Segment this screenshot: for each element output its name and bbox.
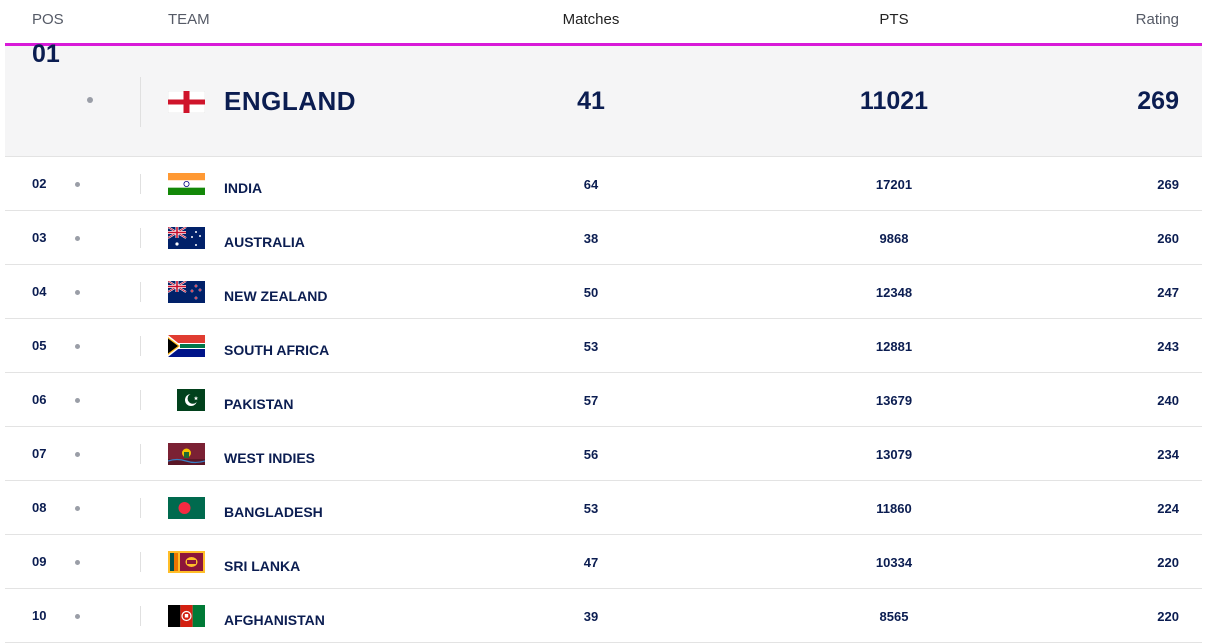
team-name[interactable]: INDIA: [224, 180, 263, 196]
rating-value: 234: [1157, 447, 1179, 462]
matches-value: 64: [583, 177, 599, 192]
rating-value: 269: [1157, 177, 1179, 192]
team-name[interactable]: SOUTH AFRICA: [224, 342, 330, 358]
rating-value: 260: [1157, 231, 1179, 246]
divider: [140, 390, 141, 410]
afghanistan-flag-icon: [168, 605, 205, 627]
matches-value: 47: [583, 555, 599, 570]
table-row[interactable]: 05 SOUTH AFRICA 53 12881 243: [5, 319, 1202, 373]
england-flag-icon: [168, 91, 205, 113]
divider: [140, 77, 141, 127]
points-value: 13679: [875, 393, 913, 408]
matches-value: 57: [583, 393, 599, 408]
new-zealand-flag-icon: [168, 281, 205, 303]
status-dot: [75, 614, 80, 619]
divider: [140, 606, 141, 626]
points-value: 12881: [875, 339, 913, 354]
table-row[interactable]: 01 ENGLAND 41 11021 269: [5, 40, 1202, 157]
table-row[interactable]: 10 AFGHANISTAN 39 8565 220: [5, 589, 1202, 643]
table-row[interactable]: 06 PAKISTAN 57 13679 240: [5, 373, 1202, 427]
team-name[interactable]: BANGLADESH: [224, 504, 323, 520]
position: 01: [32, 40, 60, 68]
status-dot: [75, 560, 80, 565]
table-row[interactable]: 09 SRI LANKA 47 10334 220: [5, 535, 1202, 589]
divider: [140, 498, 141, 518]
divider: [140, 282, 141, 302]
table-row[interactable]: 08 BANGLADESH 53 11860 224: [5, 481, 1202, 535]
team-name[interactable]: WEST INDIES: [224, 450, 316, 466]
divider: [140, 552, 141, 572]
status-dot: [75, 452, 80, 457]
rankings-table: POS TEAM Matches PTS Rating 01 ENGLAND 4…: [5, 0, 1202, 643]
header-pts: PTS: [879, 11, 909, 28]
matches-value: 41: [577, 87, 605, 115]
team-name[interactable]: AUSTRALIA: [224, 234, 305, 250]
divider: [140, 228, 141, 248]
status-dot: [75, 398, 80, 403]
south-africa-flag-icon: [168, 335, 205, 357]
position: 05: [32, 338, 47, 353]
rating-value: 220: [1157, 609, 1179, 624]
matches-value: 50: [583, 285, 599, 300]
matches-value: 39: [583, 609, 599, 624]
position: 10: [32, 608, 47, 623]
position: 09: [32, 554, 47, 569]
points-value: 11021: [859, 87, 929, 115]
status-dot: [75, 344, 80, 349]
matches-value: 53: [583, 339, 599, 354]
points-value: 17201: [875, 177, 913, 192]
status-dot: [87, 97, 93, 103]
position: 08: [32, 500, 47, 515]
divider: [140, 174, 141, 194]
australia-flag-icon: [168, 227, 205, 249]
points-value: 12348: [875, 285, 913, 300]
divider: [140, 444, 141, 464]
position: 06: [32, 392, 47, 407]
team-name[interactable]: AFGHANISTAN: [224, 612, 325, 628]
rating-value: 269: [1137, 87, 1179, 115]
position: 04: [32, 284, 47, 299]
header-team: TEAM: [168, 11, 210, 28]
matches-value: 38: [583, 231, 599, 246]
divider: [140, 336, 141, 356]
pakistan-flag-icon: [168, 389, 205, 411]
rating-value: 243: [1157, 339, 1179, 354]
table-header: POS TEAM Matches PTS Rating: [5, 0, 1202, 46]
rating-value: 247: [1157, 285, 1179, 300]
points-value: 8565: [879, 609, 909, 624]
header-matches: Matches: [562, 11, 620, 28]
header-pos: POS: [32, 11, 64, 28]
table-row[interactable]: 07 WEST INDIES 56 13079 234: [5, 427, 1202, 481]
matches-value: 56: [583, 447, 599, 462]
points-value: 13079: [875, 447, 913, 462]
west-indies-flag-icon: [168, 443, 205, 465]
status-dot: [75, 182, 80, 187]
header-rating: Rating: [1135, 11, 1179, 28]
team-name[interactable]: ENGLAND: [224, 86, 357, 116]
india-flag-icon: [168, 173, 205, 195]
status-dot: [75, 290, 80, 295]
matches-value: 53: [583, 501, 599, 516]
status-dot: [75, 506, 80, 511]
team-name[interactable]: SRI LANKA: [224, 558, 301, 574]
rating-value: 224: [1157, 501, 1179, 516]
position: 02: [32, 176, 47, 191]
points-value: 11860: [876, 501, 912, 516]
table-row[interactable]: 03 AUSTRALIA 38 9868 260: [5, 211, 1202, 265]
team-name[interactable]: PAKISTAN: [224, 396, 294, 412]
table-row[interactable]: 02 INDIA 64 17201 269: [5, 157, 1202, 211]
points-value: 9868: [879, 231, 909, 246]
rating-value: 240: [1157, 393, 1179, 408]
bangladesh-flag-icon: [168, 497, 205, 519]
position: 03: [32, 230, 47, 245]
table-row[interactable]: 04 NEW ZEALAND 50 12348 247: [5, 265, 1202, 319]
rating-value: 220: [1157, 555, 1179, 570]
points-value: 10334: [875, 555, 913, 570]
position: 07: [32, 446, 47, 461]
sri-lanka-flag-icon: [168, 551, 205, 573]
status-dot: [75, 236, 80, 241]
team-name[interactable]: NEW ZEALAND: [224, 288, 328, 304]
